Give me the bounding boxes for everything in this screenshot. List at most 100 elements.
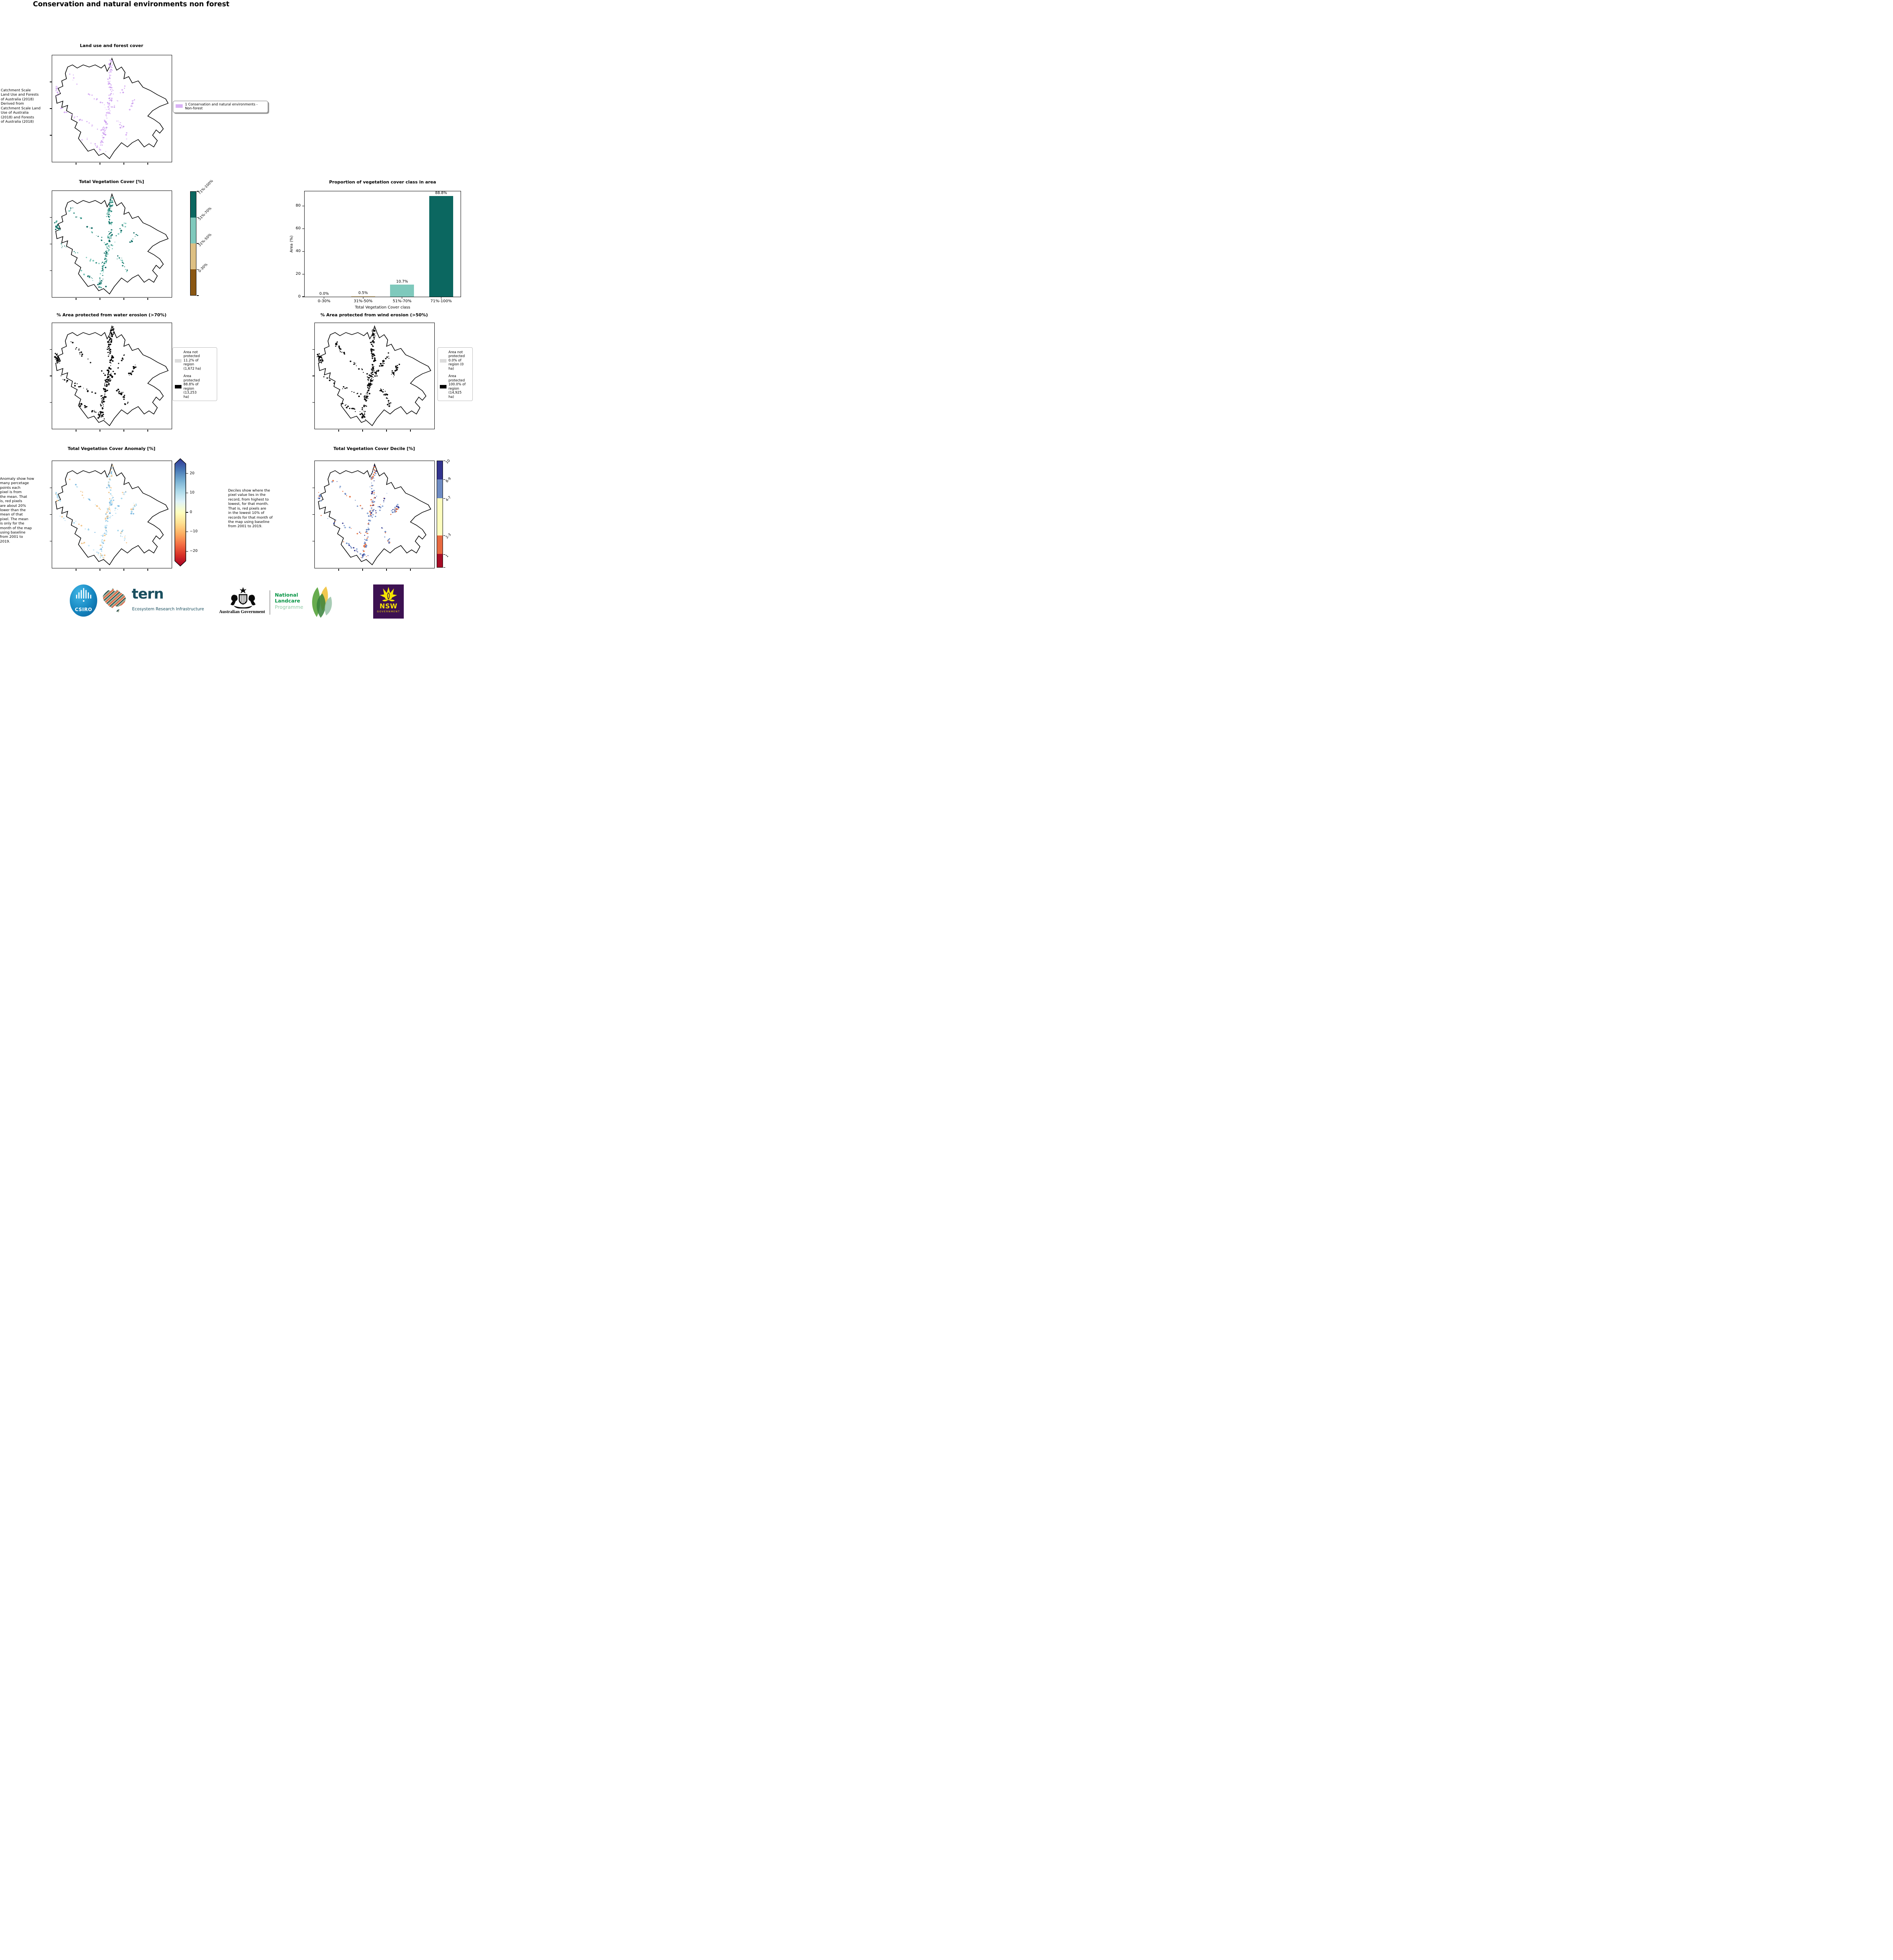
map-axis-tick	[123, 568, 124, 571]
anomaly-colorbar-bar	[174, 458, 186, 566]
tvc-colorbar-seg-51-70	[191, 218, 196, 243]
tvc-map	[49, 191, 172, 300]
chart-ytick-label: 0	[298, 294, 301, 299]
chart-title: Proportion of vegetation cover class in …	[329, 180, 436, 185]
anomaly-cb-tick	[186, 473, 188, 474]
landcare-line-3: Programme	[275, 604, 303, 610]
tvc-cb-label-1: 51%-70%	[198, 206, 213, 221]
anomaly-cb-tick-n20: −20	[190, 548, 198, 553]
map-axis-tick	[312, 514, 314, 515]
csiro-wave-icon	[76, 588, 91, 602]
decile-map	[312, 461, 435, 571]
page-title: Conservation and natural environments no…	[33, 0, 230, 8]
map-axis-tick	[338, 429, 339, 432]
water-legend-not-protected: Area not protected 11.2% of region (1,67…	[175, 350, 215, 371]
csiro-logo: CSIRO	[70, 584, 97, 617]
map-axis-tick	[338, 568, 339, 571]
nsw-wordmark: NSW	[379, 603, 397, 610]
chart-xtick-label: 0-30%	[318, 299, 330, 303]
chart-ytick-label: 20	[296, 271, 301, 276]
chart-bar-51%-70%	[390, 285, 414, 297]
water-legend: Area not protected 11.2% of region (1,67…	[172, 347, 217, 401]
decile-cb-tick	[443, 567, 445, 568]
anomaly-cb-tick-10: 10	[190, 490, 195, 495]
wind-erosion-map	[312, 323, 435, 432]
map-axis-tick	[362, 429, 363, 432]
tvc-colorbar	[190, 191, 196, 296]
chart-xtick-label: 31%-50%	[354, 299, 373, 303]
anomaly-map-title: Total Vegetation Cover Anomaly [%]	[67, 446, 156, 451]
chart-ytick	[302, 251, 304, 252]
waratah-icon	[380, 587, 397, 601]
tvc-cb-tick	[197, 295, 199, 296]
decile-cb-tick	[443, 498, 445, 499]
nsw-government-logo: NSW GOVERNMENT	[373, 584, 404, 619]
map-axis-tick	[49, 402, 52, 403]
decile-cb-label-8-9: 8-9	[445, 477, 452, 484]
chart-ytick-label: 60	[296, 226, 301, 230]
wind-legend-label-gray: Area not protected 0.0% of region (0 ha)	[448, 350, 465, 371]
tvc-map-title: Total Vegetation Cover [%]	[79, 179, 144, 184]
chart-bar-71%-100%	[429, 196, 453, 297]
catchment-outline	[54, 325, 169, 426]
map-axis-tick	[49, 514, 52, 515]
decile-cb-seg-4-7	[437, 498, 443, 535]
map-axis-tick	[147, 162, 148, 165]
map-axis-tick	[49, 217, 52, 218]
map-axis-tick	[123, 298, 124, 300]
catchment-outline	[55, 57, 169, 160]
tvc-colorbar-seg-71-100	[191, 192, 196, 218]
map-axis-tick	[123, 162, 124, 165]
chart-bar-value-label: 88.8%	[435, 191, 447, 195]
report-page: Conservation and natural environments no…	[0, 0, 473, 619]
decile-cb-label-4-7: 4-7	[445, 495, 452, 503]
tvc-cb-label-0: 71%-100%	[198, 179, 214, 196]
wind-legend: Area not protected 0.0% of region (0 ha)…	[437, 347, 473, 401]
wind-map-title: % Area protected from wind erosion (>50%…	[320, 312, 428, 318]
decile-cb-label-2-3: 2-3	[445, 533, 452, 540]
map-axis-tick	[147, 298, 148, 300]
chart-bar-value-label: 10.7%	[396, 279, 408, 284]
tern-wordmark: tern	[132, 586, 164, 602]
chart-ytick-label: 80	[296, 203, 301, 208]
map-axis-tick	[147, 429, 148, 432]
decile-cb-seg-1	[437, 554, 443, 567]
map-axis-tick	[386, 429, 387, 432]
wind-legend-protected: Area protected 100.0% of region (14,925 …	[440, 374, 470, 399]
decile-cb-label-1: 1	[445, 554, 450, 559]
proportion-bar-chart: 0 20 40 60 80 0.0% 0-30% 0.5% 31%-50% 10.7% 51%-70…	[296, 191, 461, 303]
map-axis-tick	[386, 568, 387, 571]
water-map-title: % Area protected from water erosion (>70…	[56, 312, 167, 318]
tern-tagline: Ecosystem Research Infrastructure	[132, 607, 204, 612]
tvc-colorbar-seg-0-30	[191, 269, 196, 295]
water-erosion-map	[49, 323, 172, 432]
nsw-government-label: GOVERNMENT	[377, 610, 400, 613]
chart-bar-31%-50%	[351, 296, 375, 297]
decile-cb-tick	[443, 535, 445, 536]
map-axis-tick	[49, 108, 52, 109]
aboriginal-australia-art-icon	[103, 588, 126, 612]
water-legend-protected: Area protected 88.8% of region (13,253 h…	[175, 374, 215, 399]
decile-cb-seg-8-9	[437, 479, 443, 498]
landuse-map	[49, 55, 172, 165]
chart-xlabel: Total Vegetation Cover class	[355, 305, 410, 310]
map-axis-tick	[362, 568, 363, 571]
water-legend-label-black: Area protected 88.8% of region (13,253 h…	[183, 374, 200, 399]
australian-government-wordmark: Australian Government	[219, 610, 265, 614]
anomaly-cb-tick-0: 0	[190, 510, 192, 514]
chart-ytick	[302, 296, 304, 297]
chart-bar-value-label: 0.5%	[358, 291, 368, 296]
tvc-cb-tick	[197, 217, 199, 218]
landuse-legend-label: 1 Conservation and natural environments …	[185, 103, 258, 111]
landcare-line-1: National	[275, 592, 298, 598]
anomaly-colorbar	[174, 458, 186, 566]
anomaly-cb-tick-n10: −10	[190, 529, 198, 534]
map-axis-tick	[312, 349, 314, 350]
decile-colorbar	[437, 461, 443, 568]
wind-legend-swatch-gray	[440, 359, 446, 363]
decile-cb-tick	[443, 554, 445, 555]
anomaly-side-note: Anomaly show how many percetage points e…	[0, 477, 34, 544]
csiro-wordmark: CSIRO	[74, 607, 93, 612]
anomaly-cb-tick-20: 20	[190, 471, 195, 475]
tvc-cb-tick	[197, 269, 199, 270]
